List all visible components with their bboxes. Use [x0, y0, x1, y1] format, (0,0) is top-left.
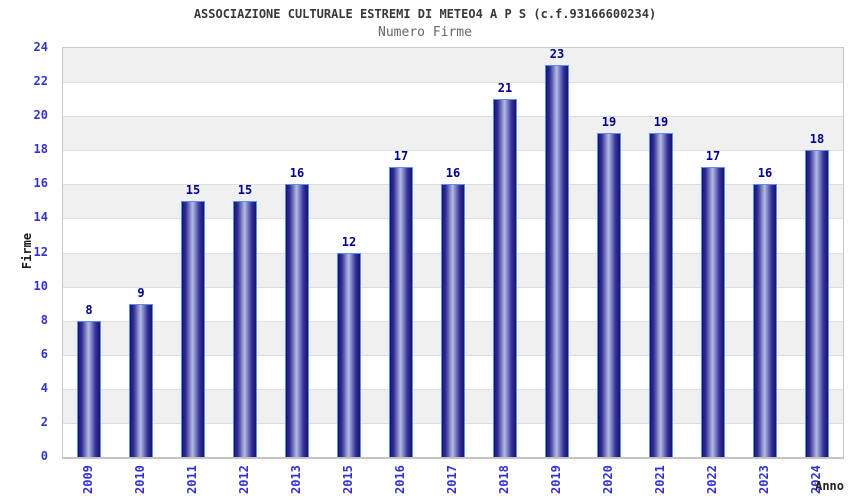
x-tick-label: 2020 [601, 465, 615, 494]
bar [285, 184, 309, 457]
bar-value-label: 12 [341, 234, 357, 249]
y-tick-label: 4 [40, 380, 48, 395]
bar [129, 303, 153, 457]
x-tick-label: 2016 [393, 465, 407, 494]
bar [649, 133, 673, 457]
x-tick-label: 2019 [549, 465, 563, 494]
bar [233, 201, 257, 457]
x-tick-label: 2012 [237, 465, 251, 494]
bar-value-label: 9 [137, 285, 145, 300]
y-tick-label: 12 [33, 244, 48, 259]
y-tick-label: 18 [33, 142, 48, 157]
grid-band [63, 48, 843, 83]
bar-value-label: 17 [393, 149, 409, 164]
x-tick-label: 2015 [341, 465, 355, 494]
bar-value-label: 15 [237, 183, 253, 198]
bar-value-label: 21 [497, 81, 513, 96]
bar-value-label: 17 [705, 149, 721, 164]
y-tick-label: 14 [33, 210, 48, 225]
x-tick-label: 2021 [653, 465, 667, 494]
y-tick-label: 2 [40, 414, 48, 429]
x-tick-label: 2011 [185, 465, 199, 494]
bar [545, 65, 569, 457]
chart-subtitle: Numero Firme [378, 25, 472, 40]
bar [389, 167, 413, 457]
x-tick-label: 2017 [445, 465, 459, 494]
y-tick-label: 10 [33, 278, 48, 293]
bar [77, 320, 101, 457]
bar [337, 252, 361, 457]
y-axis-tick-labels: 0 2 4 6 8 10 12 14 16 18 20 22 24 [0, 40, 56, 463]
grid-line [63, 150, 843, 152]
y-tick-label: 24 [33, 40, 48, 54]
y-tick-label: 20 [33, 108, 48, 123]
bar [597, 133, 621, 457]
plot-area: 8 9 15 15 16 12 17 16 21 23 19 19 17 16 18 [62, 47, 844, 459]
y-tick-label: 8 [40, 312, 48, 327]
grid-line [63, 116, 843, 118]
y-tick-label: 0 [40, 449, 48, 463]
y-tick-label: 22 [33, 74, 48, 89]
x-tick-label: 2022 [705, 465, 719, 494]
x-tick-label: 2010 [133, 465, 147, 494]
bar [493, 99, 517, 457]
bar-value-label: 8 [85, 302, 93, 317]
bar-value-label: 16 [445, 166, 461, 181]
bar [805, 150, 829, 457]
x-tick-label: 2009 [81, 465, 95, 494]
grid-line [63, 82, 843, 84]
y-tick-label: 6 [40, 346, 48, 361]
bar-value-label: 16 [289, 166, 305, 181]
x-tick-label: 2013 [289, 465, 303, 494]
x-axis-tick-labels: 2009 2010 2011 2012 2013 2015 2016 2017 2018 2019… [62, 459, 842, 499]
bar-value-label: 18 [809, 132, 825, 147]
bar-value-label: 19 [601, 115, 617, 130]
y-tick-label: 16 [33, 176, 48, 191]
x-tick-label: 2018 [497, 465, 511, 494]
bar-value-label: 19 [653, 115, 669, 130]
chart-title: ASSOCIAZIONE CULTURALE ESTREMI DI METEO4… [193, 7, 657, 21]
bar-value-label: 16 [757, 166, 773, 181]
bar-value-label: 23 [549, 47, 565, 62]
bar [701, 167, 725, 457]
bar-value-label: 15 [185, 183, 201, 198]
bar [441, 184, 465, 457]
x-axis-label: Anno [815, 479, 844, 493]
grid-band [63, 116, 843, 151]
bar [181, 201, 205, 457]
grid-band [63, 82, 843, 117]
bar [753, 184, 777, 457]
x-tick-label: 2023 [757, 465, 771, 494]
